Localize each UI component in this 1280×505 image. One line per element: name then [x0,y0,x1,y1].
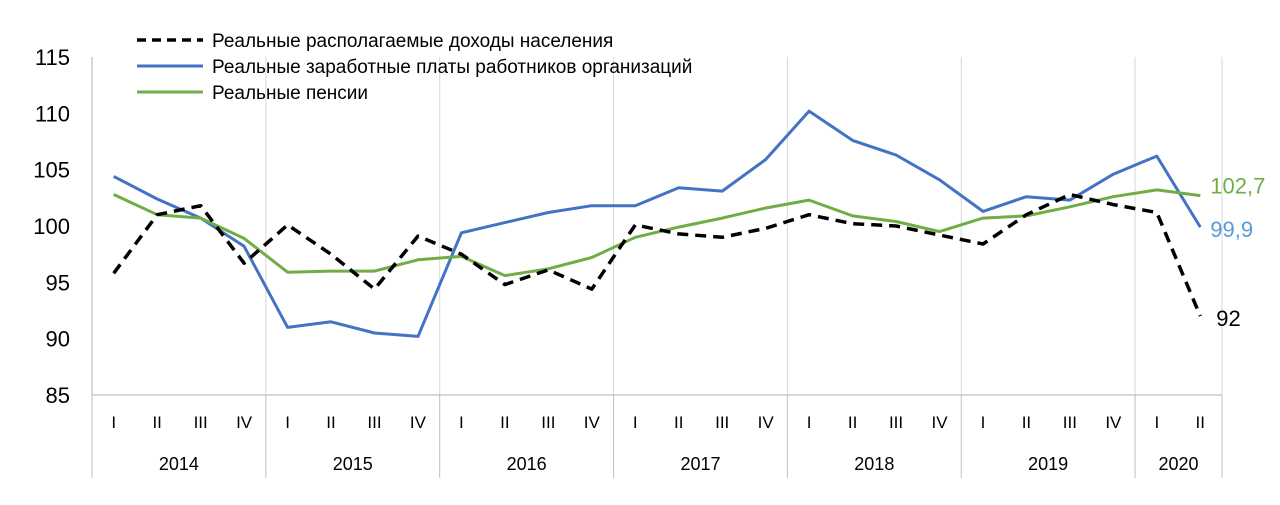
series-layer [112,109,1202,338]
end-data-label: 99,9 [1210,217,1253,242]
legend-label: Реальные располагаемые доходы населения [212,31,613,52]
x-tick-label: III [1063,413,1077,432]
year-label: 2020 [1159,454,1199,474]
x-tick-label: II [674,413,683,432]
y-tick-label: 105 [33,158,70,183]
y-tick-label: 115 [35,45,70,70]
end-data-label: 92 [1216,306,1240,331]
end-data-label: 102,7 [1210,174,1265,199]
year-label: 2016 [507,454,547,474]
x-tick-label: I [1154,413,1159,432]
x-tick-label: IV [236,413,253,432]
legend-label: Реальные заработные платы работников орг… [212,57,692,78]
x-tick-label: II [326,413,335,432]
year-label: 2018 [854,454,894,474]
label-layer: 92 99,9 102,7 [1210,174,1265,332]
x-tick-label: IV [410,413,427,432]
legend-label: Реальные пенсии [212,83,368,104]
x-tick-label: II [1022,413,1031,432]
year-label: 2017 [680,454,720,474]
legend: Реальные располагаемые доходы населения Р… [137,31,692,104]
y-tick-label: 100 [33,214,70,239]
y-tick-label: 95 [46,270,70,295]
x-tick-label: III [194,413,208,432]
series-line [113,109,1202,338]
x-tick-label: III [715,413,729,432]
x-tick-label: III [367,413,381,432]
x-tick-label: II [1196,413,1205,432]
x-tick-label: IV [1105,413,1122,432]
x-tick-label: IV [931,413,948,432]
series-line [113,188,1201,278]
x-tick-label: II [152,413,161,432]
y-tick-label: 110 [35,101,70,126]
x-tick-label: I [285,413,290,432]
x-tick-label: IV [758,413,775,432]
x-tick-label: I [981,413,986,432]
x-tick-label: II [848,413,857,432]
grid-layer [265,57,1136,395]
x-tick-label: III [889,413,903,432]
year-label: 2014 [159,454,199,474]
x-tick-label: II [500,413,509,432]
x-tick-label: I [633,413,638,432]
y-tick-label: 85 [46,383,70,408]
year-label: 2015 [333,454,373,474]
x-tick-label: I [111,413,116,432]
x-tick-label: I [459,413,464,432]
year-label: 2019 [1028,454,1068,474]
x-tick-label: III [541,413,555,432]
y-tick-label: 90 [46,327,70,352]
series-line [112,192,1202,317]
x-tick-label: I [807,413,812,432]
x-tick-label: IV [584,413,601,432]
